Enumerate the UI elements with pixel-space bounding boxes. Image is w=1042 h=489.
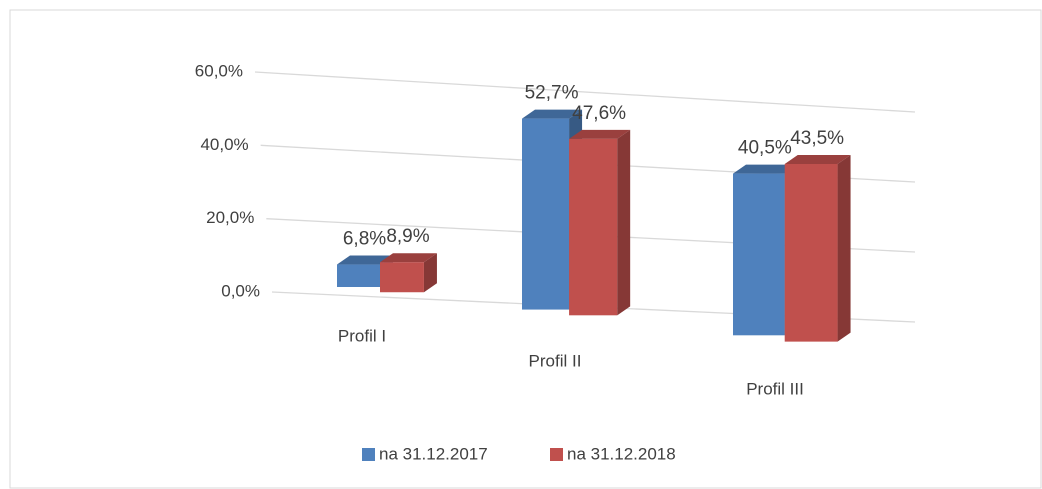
legend-swatch (550, 448, 563, 461)
bar (522, 118, 570, 310)
legend-label: na 31.12.2017 (379, 444, 488, 463)
x-tick-label: Profil III (746, 379, 804, 398)
y-tick-label: 40,0% (200, 135, 248, 154)
bar-side (837, 154, 851, 342)
bar-side (423, 253, 437, 293)
bar (733, 173, 785, 336)
bar-top (733, 164, 798, 174)
bar-top (380, 253, 437, 263)
bar-side (617, 129, 631, 316)
x-tick-label: Profil II (529, 351, 582, 370)
data-label: 43,5% (790, 128, 844, 149)
bar (337, 264, 380, 287)
bar (380, 262, 424, 293)
data-label: 6,8% (343, 229, 386, 250)
bar-top (784, 154, 851, 164)
grid-line (254, 71, 916, 113)
bar-top (569, 129, 631, 139)
data-label: 8,9% (386, 226, 429, 247)
y-tick-label: 20,0% (206, 208, 254, 227)
data-label: 52,7% (525, 83, 579, 104)
bar-top (522, 109, 583, 119)
y-tick-label: 60,0% (195, 61, 243, 80)
data-label: 40,5% (738, 138, 792, 159)
bar-top (337, 255, 393, 265)
legend-swatch (362, 448, 375, 461)
bar (784, 163, 838, 342)
x-tick-label: Profil I (338, 326, 386, 345)
y-tick-label: 0,0% (221, 281, 260, 300)
legend-label: na 31.12.2018 (567, 444, 676, 463)
data-label: 47,6% (572, 103, 626, 124)
bar (569, 138, 618, 316)
